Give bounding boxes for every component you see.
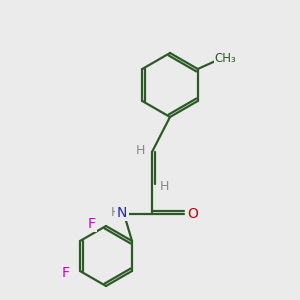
Text: H: H <box>159 179 169 193</box>
Text: CH₃: CH₃ <box>215 52 237 64</box>
Text: F: F <box>88 217 96 231</box>
Text: H: H <box>135 143 145 157</box>
Text: H: H <box>110 206 120 220</box>
Text: O: O <box>188 207 198 221</box>
Text: F: F <box>62 266 70 280</box>
Text: N: N <box>117 206 127 220</box>
